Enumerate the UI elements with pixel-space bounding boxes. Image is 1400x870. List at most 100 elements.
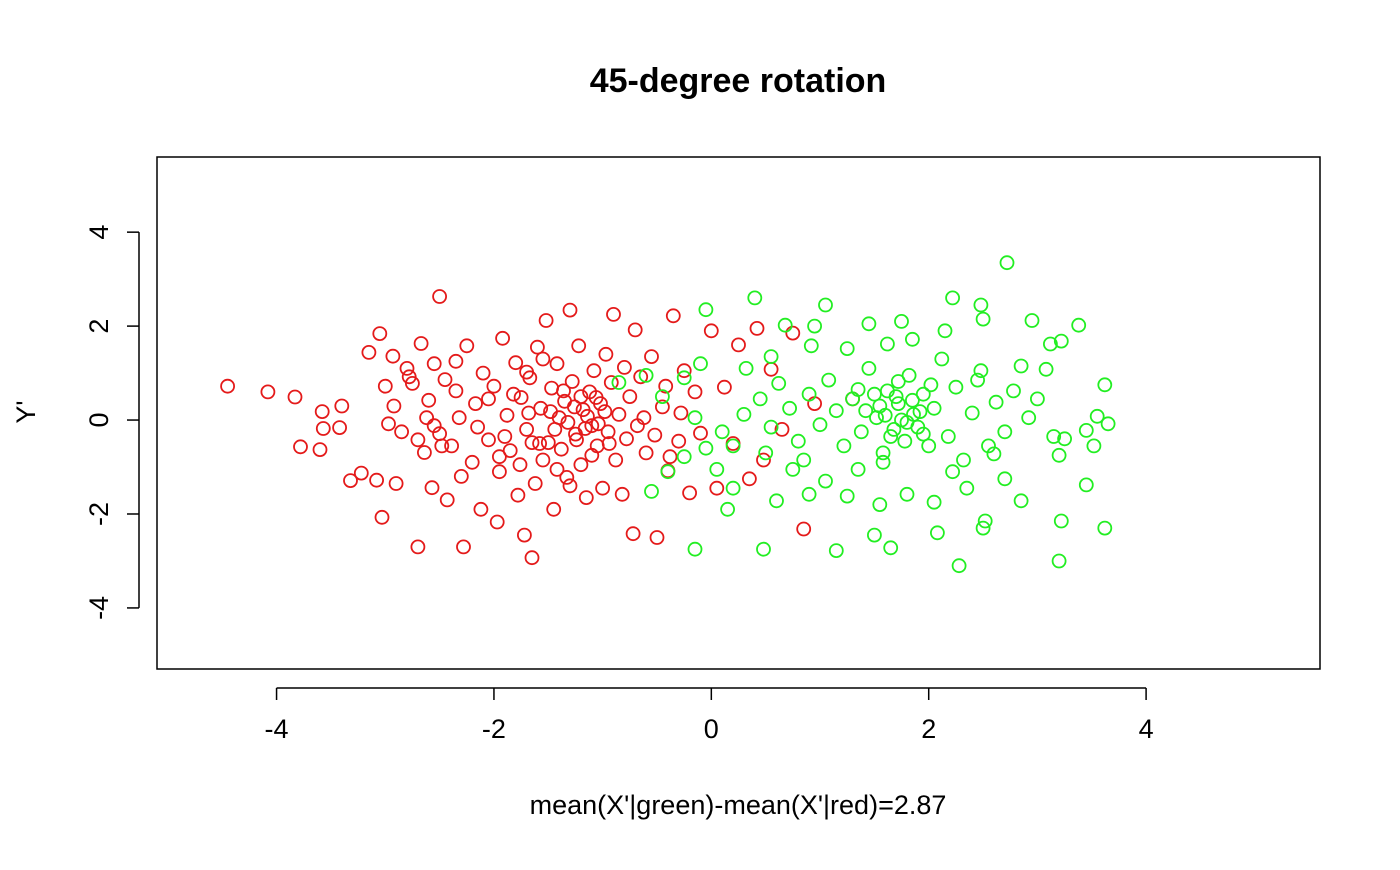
green-point <box>1078 422 1094 438</box>
red-point <box>497 429 513 444</box>
red-point <box>260 384 276 400</box>
green-point <box>988 394 1004 410</box>
red-point <box>486 378 502 394</box>
red-point <box>703 323 719 339</box>
red-point <box>527 476 543 491</box>
green-point <box>763 349 779 365</box>
red-point <box>601 436 617 451</box>
red-point <box>532 436 547 451</box>
green-point <box>973 363 989 379</box>
red-point <box>682 485 697 501</box>
green-point <box>782 400 797 416</box>
red-point <box>571 338 587 354</box>
green-point <box>956 452 971 468</box>
green-point <box>973 297 989 313</box>
red-point <box>584 418 600 434</box>
green-point <box>1097 377 1113 393</box>
green-point <box>997 424 1013 440</box>
green-point <box>660 464 676 480</box>
chart-title: 45-degree rotation <box>590 62 887 100</box>
green-point <box>720 501 735 517</box>
red-point <box>381 416 396 432</box>
red-point <box>564 374 580 389</box>
red-point <box>538 313 554 328</box>
red-point <box>468 396 483 412</box>
green-point <box>839 341 855 357</box>
green-point <box>1013 493 1029 509</box>
green-point <box>981 438 996 454</box>
green-point <box>888 389 904 405</box>
green-point <box>877 407 893 423</box>
green-point <box>839 488 855 504</box>
green-point <box>758 445 774 461</box>
green-point <box>897 433 913 449</box>
green-point <box>875 454 891 470</box>
green-point <box>828 543 844 558</box>
green-point <box>693 356 708 372</box>
green-point <box>796 452 812 468</box>
red-point <box>502 443 518 459</box>
red-point <box>444 438 460 454</box>
green-point <box>1071 317 1087 333</box>
green-point <box>986 446 1002 462</box>
red-point <box>453 468 469 484</box>
green-point <box>970 372 985 388</box>
green-point <box>912 404 928 420</box>
y-tick-label: 2 <box>84 319 114 334</box>
red-point <box>489 514 505 530</box>
red-point <box>658 378 674 394</box>
red-point <box>611 406 627 422</box>
green-point <box>959 480 975 496</box>
x-tick-label: -4 <box>265 714 289 744</box>
y-axis-label: Y' <box>11 400 41 423</box>
green-point <box>867 527 882 543</box>
green-point <box>940 429 956 444</box>
green-point <box>738 360 754 376</box>
green-point <box>818 297 833 313</box>
green-point <box>1043 336 1058 352</box>
green-point <box>769 493 784 509</box>
red-point <box>456 539 471 555</box>
green-point <box>930 525 945 541</box>
red-point <box>665 308 681 324</box>
green-point <box>945 464 960 480</box>
x-axis: -4 -2 0 2 4 <box>265 687 1154 744</box>
red-point <box>416 445 432 460</box>
red-point <box>499 407 515 423</box>
red-point <box>573 389 589 405</box>
green-point <box>801 386 817 402</box>
green-point <box>861 316 877 332</box>
red-point <box>519 421 534 437</box>
green-point <box>1053 333 1069 349</box>
green-point <box>771 375 787 391</box>
green-point <box>872 497 888 513</box>
green-point <box>836 438 852 454</box>
red-point <box>562 302 578 318</box>
green-point <box>975 520 991 536</box>
green-point <box>687 410 703 426</box>
red-point <box>512 457 528 473</box>
red-point <box>544 380 559 396</box>
red-point <box>644 349 659 365</box>
red-point <box>774 421 790 437</box>
red-point <box>569 432 584 448</box>
red-point <box>334 398 350 414</box>
green-point <box>1053 513 1069 529</box>
green-point <box>858 403 874 419</box>
green-point <box>655 389 670 405</box>
red-point <box>586 363 602 379</box>
green-point <box>977 513 993 529</box>
green-point <box>1086 438 1102 454</box>
x-axis-label: mean(X'|green)-mean(X'|red)=2.87 <box>530 790 947 820</box>
green-point <box>777 317 793 333</box>
red-point <box>606 306 621 322</box>
red-point <box>377 378 393 394</box>
green-point <box>915 386 931 402</box>
red-point <box>410 432 426 448</box>
red-point <box>731 337 746 353</box>
red-point <box>673 405 689 421</box>
y-tick-label: 4 <box>84 225 114 240</box>
green-point <box>1021 410 1037 426</box>
green-point <box>821 372 837 388</box>
